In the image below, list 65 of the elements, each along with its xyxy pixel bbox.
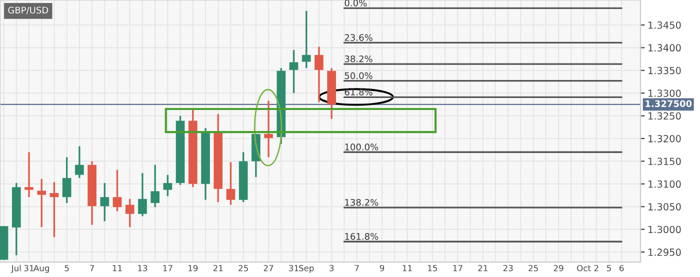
y-tick-label: 1.3300 [648, 90, 681, 97]
y-tick-label: 1.3350 [648, 66, 681, 74]
y-tick-label: 1.3200 [648, 134, 681, 142]
x-tick-label: 11 [112, 265, 122, 272]
x-tick-label: 3 [330, 264, 334, 272]
x-tick-label: Jul [10, 264, 21, 273]
candlestick [264, 100, 273, 158]
candlestick [62, 156, 72, 204]
series-label: 23.6% [344, 34, 372, 41]
candlestick [150, 164, 160, 208]
x-tick-label: 15 [428, 265, 438, 272]
y-tick-label: 1.2950 [648, 248, 681, 256]
y-tick-label: 1.3400 [648, 44, 681, 52]
y-tick-label: 1.3450 [648, 21, 681, 29]
x-tick-label: 11 [402, 265, 412, 272]
candlestick [100, 182, 110, 222]
x-tick-label: 5 [64, 265, 69, 272]
candlestick [302, 10, 311, 69]
candlestick [226, 161, 236, 206]
candlestick [138, 172, 147, 218]
x-tick-label: 2 [594, 264, 598, 272]
x-tick-label: 7 [354, 265, 359, 272]
series-label: 61.8% [344, 88, 372, 96]
series-label: 161.8% [345, 233, 378, 240]
candlestick [37, 178, 46, 228]
x-tick-label: 23 [503, 264, 513, 272]
x-tick-label: 25 [528, 264, 538, 272]
x-tick-label: 7 [90, 265, 94, 272]
x-tick-label: 25 [238, 264, 248, 272]
series-label: 38.2% [344, 55, 372, 62]
candlestick [289, 49, 298, 94]
candlestick [125, 198, 134, 228]
x-tick-label: 31 [289, 264, 298, 272]
x-tick-label: Aug [34, 265, 49, 273]
y-tick-label: 1.3100 [648, 180, 681, 188]
series-label: 50.0% [344, 72, 372, 80]
y-tick-label: 1.3250 [648, 112, 681, 120]
candlestick [163, 174, 172, 198]
x-tick-label: 21 [213, 264, 223, 272]
x-tick-label: 29 [554, 264, 564, 272]
x-tick-label: 21 [478, 264, 488, 272]
x-tick-label: 17 [453, 265, 462, 272]
series-label: 100.0% [345, 144, 378, 150]
series-label: 0.0% [344, 0, 367, 6]
candlestick [314, 46, 324, 104]
candlestick [24, 151, 34, 198]
x-tick-label: 9 [380, 264, 384, 272]
x-tick-label: 19 [188, 264, 198, 272]
candlestick [75, 145, 84, 179]
x-tick-label: 27 [264, 264, 274, 272]
x-tick-label: Oct [577, 264, 591, 272]
candlestick [50, 181, 59, 238]
x-tick-label: Sep [299, 264, 314, 273]
x-tick-label: 6 [620, 264, 624, 272]
ref-line-label: 1.327500 [646, 100, 692, 108]
x-tick-label: 31 [24, 264, 34, 272]
y-tick-label: 1.3000 [648, 226, 681, 234]
text: GBP/USD [8, 6, 48, 14]
candlestick [112, 169, 122, 212]
y-tick-label: 1.3050 [648, 203, 681, 210]
x-tick-label: 5 [606, 265, 611, 272]
y-tick-label: 1.3150 [648, 158, 681, 166]
x-tick-label: 17 [163, 265, 172, 272]
series-label: 138.2% [345, 198, 378, 206]
x-tick-label: 13 [138, 264, 148, 272]
